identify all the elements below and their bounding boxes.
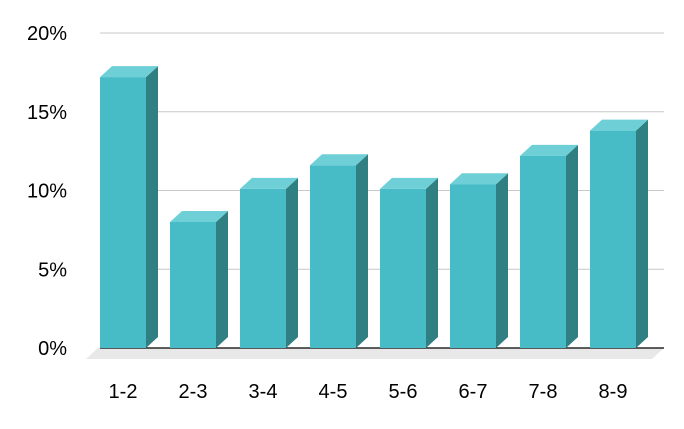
bar-side (566, 144, 578, 348)
x-tick-label: 4-5 (319, 381, 348, 403)
bar-front (310, 165, 356, 348)
bar (240, 177, 298, 348)
bar-top (520, 144, 578, 156)
bar-top (170, 211, 228, 222)
x-tick-label: 2-3 (179, 381, 208, 403)
x-tick-label: 8-9 (599, 381, 628, 403)
bar (450, 173, 508, 348)
x-tick-label: 7-8 (529, 381, 558, 403)
bar-side (216, 211, 228, 348)
bar-front (100, 77, 146, 348)
bar-top (590, 119, 648, 131)
x-tick-label: 5-6 (389, 381, 418, 403)
bar (310, 154, 368, 348)
bar-side (496, 173, 508, 348)
y-axis-tick-labels: 0% 5% 10% 15% 20% (27, 23, 67, 360)
bar-top (310, 154, 368, 166)
bar-front (450, 184, 496, 348)
y-tick-label: 0% (38, 338, 67, 360)
bar-front (520, 155, 566, 348)
chart-floor-plane (86, 348, 664, 359)
bar-front (240, 188, 286, 348)
y-tick-label: 10% (27, 181, 67, 203)
bar-side (286, 177, 298, 348)
bar-top (380, 177, 438, 189)
bar (380, 177, 438, 348)
bar-top (240, 177, 298, 189)
bars (100, 66, 648, 349)
bar (520, 144, 578, 348)
bar-side (146, 66, 158, 348)
x-tick-label: 1-2 (109, 381, 138, 403)
bar (100, 66, 158, 348)
y-tick-label: 15% (27, 102, 67, 124)
bar-front (170, 222, 216, 348)
bar-side (636, 119, 648, 349)
bar-top (450, 173, 508, 185)
bar (170, 211, 228, 348)
x-axis-tick-labels: 1-2 2-3 3-4 4-5 5-6 6-7 7-8 8-9 (109, 381, 628, 403)
x-tick-label: 3-4 (249, 381, 278, 403)
bar (590, 119, 648, 349)
y-tick-label: 5% (38, 259, 67, 281)
bar-top (100, 66, 158, 78)
x-tick-label: 6-7 (459, 381, 488, 403)
chart-floor (86, 348, 664, 359)
bar-front (380, 188, 426, 348)
bar-side (426, 177, 438, 348)
bar-side (356, 154, 368, 348)
y-tick-label: 20% (27, 23, 67, 45)
bar-front (590, 130, 636, 348)
